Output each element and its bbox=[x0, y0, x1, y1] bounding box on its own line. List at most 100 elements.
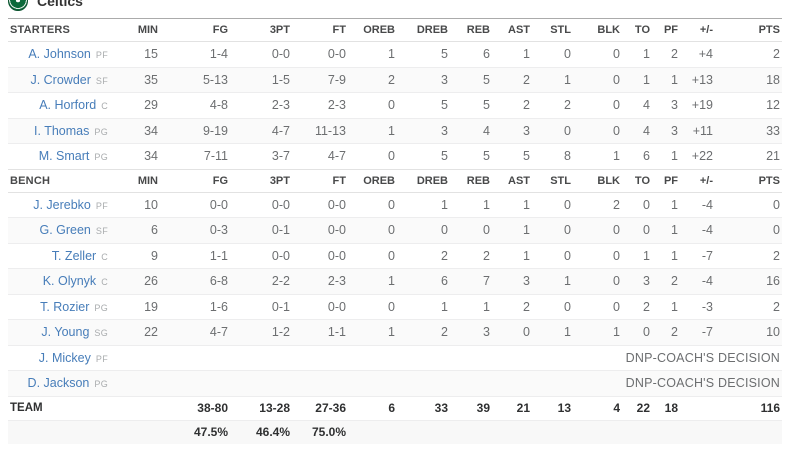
stat-cell-blk: 0 bbox=[573, 268, 622, 294]
stat-cell-min: 34 bbox=[110, 143, 160, 169]
stat-cell-dreb: 2 bbox=[397, 242, 450, 269]
stat-cell-stl: 0 bbox=[532, 293, 573, 320]
stat-cell-stl: 0 bbox=[532, 242, 573, 269]
stat-cell-reb: 3 bbox=[450, 319, 492, 345]
stat-cell-pts: 0 bbox=[715, 191, 782, 218]
stat-cell-plus-minus: -4 bbox=[680, 191, 715, 218]
stat-cell-dreb: 2 bbox=[397, 319, 450, 345]
player-link[interactable]: T. Rozier bbox=[40, 299, 90, 314]
stat-cell-stl: 8 bbox=[532, 143, 573, 169]
player-position: C bbox=[101, 277, 108, 288]
percentages-label-cell bbox=[8, 419, 110, 444]
player-link[interactable]: M. Smart bbox=[38, 149, 90, 164]
section-label-starters: STARTERS bbox=[8, 18, 110, 42]
stat-cell-fg: 1-1 bbox=[160, 242, 230, 269]
stat-cell-min: 22 bbox=[110, 319, 160, 345]
stat-cell-ast: 1 bbox=[492, 242, 532, 269]
player-position: PG bbox=[94, 126, 108, 137]
stat-cell-stl: 1 bbox=[532, 319, 573, 345]
stat-cell-pts: 33 bbox=[715, 117, 782, 144]
player-name-cell: T. Zeller C bbox=[8, 242, 110, 269]
stat-cell-oreb: 0 bbox=[348, 242, 397, 269]
pct-cell-stl bbox=[532, 419, 573, 444]
stat-cell-oreb: 0 bbox=[348, 293, 397, 320]
stat-cell-ft: 0-0 bbox=[292, 293, 348, 320]
player-link[interactable]: G. Green bbox=[39, 223, 91, 238]
total-cell-pts: 116 bbox=[715, 395, 782, 420]
stat-cell-blk: 1 bbox=[573, 143, 622, 169]
stat-cell-to: 3 bbox=[622, 268, 652, 294]
column-header-3pt: 3PT bbox=[230, 168, 292, 193]
stat-cell-blk: 0 bbox=[573, 66, 622, 93]
player-link[interactable]: J. Jerebko bbox=[33, 197, 91, 212]
celtics-logo-icon[interactable] bbox=[8, 0, 28, 11]
dnp-cell: DNP-COACH'S DECISION bbox=[110, 370, 782, 396]
player-row: D. Jackson PG DNP-COACH'S DECISION bbox=[8, 370, 782, 396]
column-header-reb: REB bbox=[450, 18, 492, 42]
stat-cell-min: 9 bbox=[110, 242, 160, 269]
stat-cell-stl: 0 bbox=[532, 191, 573, 218]
stat-cell-pf: 1 bbox=[652, 191, 680, 218]
total-cell-pf: 18 bbox=[652, 395, 680, 420]
stat-cell-blk: 0 bbox=[573, 242, 622, 269]
stat-cell-stl: 0 bbox=[532, 217, 573, 243]
player-row: G. Green SF 6 0-3 0-1 0-0 0 0 0 1 0 0 0 1 -4 0 bbox=[8, 217, 782, 243]
stat-cell-pts: 0 bbox=[715, 217, 782, 243]
player-name-cell: J. Jerebko PF bbox=[8, 191, 110, 218]
player-link[interactable]: J. Young bbox=[41, 325, 90, 340]
player-link[interactable]: I. Thomas bbox=[34, 123, 90, 138]
column-header-blk: BLK bbox=[573, 168, 622, 193]
player-position: PF bbox=[95, 353, 108, 364]
stat-cell-dreb: 1 bbox=[397, 293, 450, 320]
stat-cell-fg: 6-8 bbox=[160, 268, 230, 294]
pct-cell-dreb bbox=[397, 419, 450, 444]
stat-cell-to: 2 bbox=[622, 293, 652, 320]
team-name[interactable]: Celtics bbox=[37, 0, 83, 9]
player-name-cell: J. Mickey PF bbox=[8, 344, 110, 371]
column-header-plus-minus: +/- bbox=[680, 18, 715, 42]
box-score-body: STARTERS MIN FG 3PT FT OREB DREB REB AST STL BLK TO… bbox=[8, 18, 782, 444]
column-header-to: TO bbox=[622, 168, 652, 193]
player-name-cell: K. Olynyk C bbox=[8, 268, 110, 294]
stat-cell-plus-minus: -4 bbox=[680, 268, 715, 294]
stat-cell-to: 0 bbox=[622, 191, 652, 218]
column-header-oreb: OREB bbox=[348, 18, 397, 42]
player-link[interactable]: A. Johnson bbox=[28, 47, 91, 62]
stat-cell-fg: 0-0 bbox=[160, 191, 230, 218]
stat-cell-plus-minus: -7 bbox=[680, 242, 715, 269]
player-link[interactable]: A. Horford bbox=[39, 98, 97, 113]
pct-cell-fg: 47.5% bbox=[160, 419, 230, 444]
stat-cell-pf: 1 bbox=[652, 143, 680, 169]
player-position: PG bbox=[94, 152, 108, 163]
player-link[interactable]: J. Mickey bbox=[38, 350, 91, 365]
stat-cell-dreb: 6 bbox=[397, 268, 450, 294]
stat-cell-pf: 1 bbox=[652, 293, 680, 320]
stat-cell-pf: 1 bbox=[652, 217, 680, 243]
total-cell-blk: 4 bbox=[573, 395, 622, 420]
stat-cell-blk: 0 bbox=[573, 293, 622, 320]
stat-cell-min: 6 bbox=[110, 217, 160, 243]
stat-cell-3pt: 0-0 bbox=[230, 191, 292, 218]
stat-cell-ast: 1 bbox=[492, 217, 532, 243]
stat-cell-plus-minus: +11 bbox=[680, 117, 715, 144]
stat-cell-fg: 4-7 bbox=[160, 319, 230, 345]
player-name-cell: A. Johnson PF bbox=[8, 41, 110, 67]
stat-cell-stl: 2 bbox=[532, 92, 573, 118]
player-link[interactable]: T. Zeller bbox=[51, 248, 97, 263]
player-row: T. Zeller C 9 1-1 0-0 0-0 0 2 2 1 0 0 1 1 -7 2 bbox=[8, 242, 782, 269]
stat-cell-reb: 6 bbox=[450, 41, 492, 67]
total-cell-ast: 21 bbox=[492, 395, 532, 420]
stat-cell-3pt: 4-7 bbox=[230, 117, 292, 144]
team-header-inner: Celtics bbox=[8, 0, 83, 11]
player-link[interactable]: J. Crowder bbox=[30, 72, 91, 87]
column-header-ast: AST bbox=[492, 18, 532, 42]
player-link[interactable]: K. Olynyk bbox=[42, 274, 97, 289]
stat-cell-3pt: 0-0 bbox=[230, 242, 292, 269]
player-row: J. Jerebko PF 10 0-0 0-0 0-0 0 1 1 1 0 2 0 1 -4 0 bbox=[8, 191, 782, 218]
stat-cell-3pt: 2-2 bbox=[230, 268, 292, 294]
stat-cell-stl: 1 bbox=[532, 268, 573, 294]
player-link[interactable]: D. Jackson bbox=[27, 376, 90, 391]
stat-cell-dreb: 0 bbox=[397, 217, 450, 243]
column-header-pf: PF bbox=[652, 18, 680, 42]
stat-cell-ft: 11-13 bbox=[292, 117, 348, 144]
